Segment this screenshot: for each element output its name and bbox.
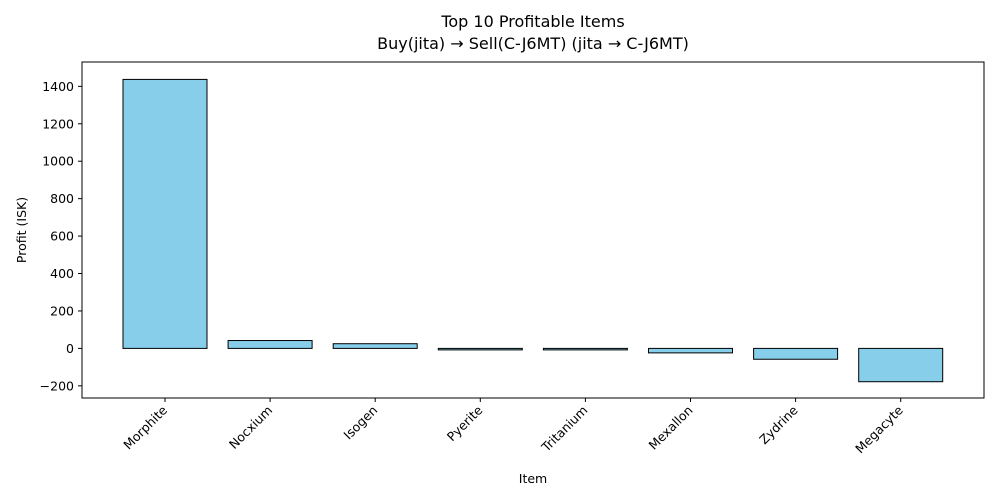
bar-zydrine bbox=[753, 347, 839, 360]
x-tick-label: Isogen bbox=[340, 403, 380, 443]
x-tick-label: Nocxium bbox=[226, 403, 275, 452]
x-tick-label: Zydrine bbox=[756, 402, 801, 447]
y-ticks-group: −200 0 200 400 600 800 1000 1200 1400 bbox=[40, 79, 82, 393]
chart-subtitle: Buy(jita) → Sell(C-J6MT) (jita → C-J6MT) bbox=[377, 34, 689, 53]
x-tick-label: Tritanium bbox=[538, 403, 591, 456]
x-tick-label: Megacyte bbox=[852, 402, 906, 456]
bar-pyerite bbox=[437, 347, 523, 351]
x-tick-label: Mexallon bbox=[646, 403, 696, 453]
y-tick-label: 0 bbox=[66, 341, 74, 356]
y-tick-label: 600 bbox=[50, 229, 74, 244]
bars-group bbox=[122, 78, 944, 383]
y-tick-label: 800 bbox=[50, 191, 74, 206]
bar-isogen bbox=[332, 343, 418, 349]
chart-title: Top 10 Profitable Items bbox=[440, 12, 624, 31]
bar-mexallon bbox=[648, 347, 733, 354]
y-tick-label: 400 bbox=[50, 266, 74, 281]
x-ticks-group: Morphite Nocxium Isogen Pyerite Tritanium Mex… bbox=[120, 398, 906, 456]
x-tick-label: Pyerite bbox=[444, 402, 486, 444]
plot-frame bbox=[81, 61, 985, 399]
x-tick-label: Morphite bbox=[120, 402, 170, 452]
y-tick-label: 200 bbox=[50, 303, 74, 318]
y-tick-label: 1200 bbox=[42, 116, 74, 131]
y-tick-label: 1000 bbox=[42, 154, 74, 169]
y-tick-label: 1400 bbox=[42, 79, 74, 94]
x-axis-label: Item bbox=[519, 471, 547, 486]
y-axis-label: Profit (ISK) bbox=[14, 197, 29, 263]
bar-nocxium bbox=[227, 340, 313, 349]
bar-tritanium bbox=[542, 347, 628, 351]
bar-morphite bbox=[122, 78, 208, 349]
bar-megacyte bbox=[858, 347, 944, 383]
y-tick-label: −200 bbox=[40, 378, 74, 393]
